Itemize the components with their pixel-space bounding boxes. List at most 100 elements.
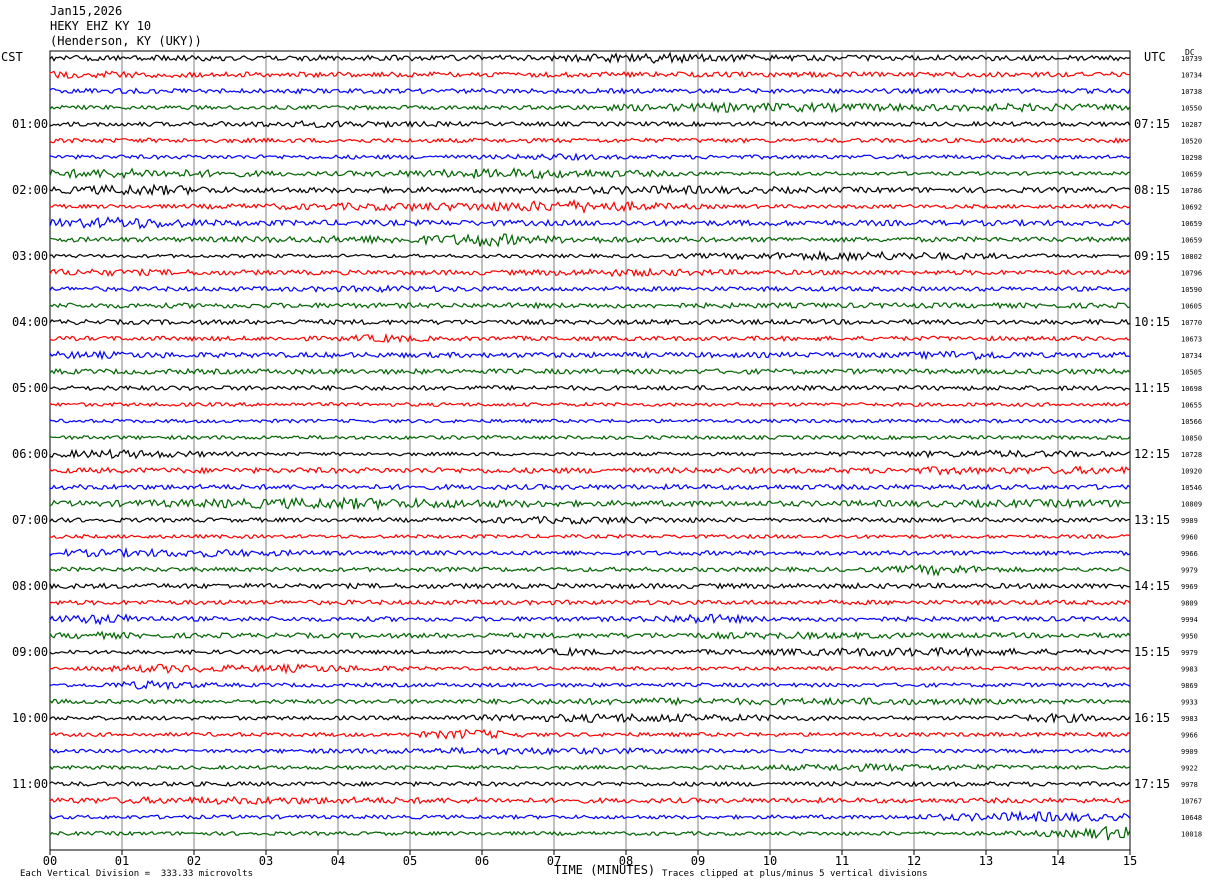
trace-line	[49, 367, 1131, 376]
cst-axis-label: CST	[1, 50, 23, 64]
trace-line	[49, 87, 1131, 95]
trace-line	[49, 119, 1131, 129]
dc-offset-label: 9950	[1181, 633, 1198, 641]
trace-line	[49, 582, 1131, 590]
trace-line	[49, 696, 1131, 707]
dc-offset-label: 10673	[1181, 336, 1202, 344]
clip-note: Traces clipped at plus/minus 5 vertical …	[662, 869, 928, 879]
trace-line	[49, 613, 1131, 626]
trace-line	[49, 599, 1131, 607]
trace-line	[49, 349, 1131, 361]
x-tick-label: 05	[403, 854, 417, 868]
trace-line	[49, 216, 1131, 230]
trace-line	[49, 384, 1131, 392]
dc-offset-label: 9978	[1181, 781, 1198, 789]
dc-offset-label: 10692	[1181, 204, 1202, 212]
dc-offset-label: 10809	[1181, 501, 1202, 509]
dc-offset-label: 10734	[1181, 72, 1202, 80]
utc-time-label: 10:15	[1134, 315, 1170, 329]
trace-line	[49, 483, 1131, 491]
dc-offset-label: 10850	[1181, 435, 1202, 443]
utc-time-label: 15:15	[1134, 645, 1170, 659]
trace-line	[49, 712, 1131, 724]
station-label: HEKY EHZ KY 10	[50, 19, 152, 33]
trace-line	[49, 662, 1131, 675]
trace-line	[49, 810, 1131, 823]
trace-line	[49, 679, 1131, 691]
dc-offset-label: 10648	[1181, 814, 1202, 822]
trace-line	[49, 284, 1131, 294]
trace-line	[49, 780, 1131, 788]
dc-offset-label: 9966	[1181, 732, 1198, 740]
dc-offset-label: 10739	[1181, 55, 1202, 63]
trace-line	[49, 728, 1131, 740]
dc-offset-label: 9983	[1181, 715, 1198, 723]
x-tick-label: 09	[691, 854, 705, 868]
dc-offset-label: 9960	[1181, 534, 1198, 542]
dc-offset-label: 9869	[1181, 682, 1198, 690]
cst-time-label: 08:00	[12, 579, 48, 593]
dc-offset-label: 10566	[1181, 418, 1202, 426]
trace-line	[49, 496, 1131, 512]
trace-line	[49, 101, 1131, 114]
dc-offset-label: 10738	[1181, 88, 1202, 96]
dc-offset-label: 10520	[1181, 138, 1202, 146]
cst-time-label: 06:00	[12, 447, 48, 461]
location-label: (Henderson, KY (UKY))	[50, 34, 202, 48]
division-note: Each Vertical Division = 333.33 microvol…	[20, 869, 253, 879]
cst-time-label: 09:00	[12, 645, 48, 659]
x-tick-label: 07	[547, 854, 561, 868]
dc-offset-label: 9979	[1181, 567, 1198, 575]
utc-time-label: 12:15	[1134, 447, 1170, 461]
dc-offset-label: 10767	[1181, 798, 1202, 806]
trace-line	[49, 825, 1131, 841]
trace-line	[49, 434, 1131, 441]
trace-line	[49, 183, 1131, 197]
utc-time-label: 09:15	[1134, 249, 1170, 263]
x-tick-label: 11	[835, 854, 849, 868]
trace-line	[49, 137, 1131, 144]
dc-offset-label: 10796	[1181, 270, 1202, 278]
trace-line	[49, 70, 1131, 79]
dc-offset-label: 9989	[1181, 517, 1198, 525]
trace-line	[49, 332, 1131, 344]
dc-offset-label: 10802	[1181, 253, 1202, 261]
cst-time-label: 10:00	[12, 711, 48, 725]
x-tick-label: 02	[187, 854, 201, 868]
x-tick-label: 12	[907, 854, 921, 868]
trace-line	[49, 152, 1131, 162]
trace-line	[49, 515, 1131, 526]
dc-offset-label: 10655	[1181, 402, 1202, 410]
dc-offset-label: 10770	[1181, 319, 1202, 327]
x-tick-label: 08	[619, 854, 633, 868]
trace-line	[49, 533, 1131, 540]
x-tick-label: 10	[763, 854, 777, 868]
x-tick-label: 06	[475, 854, 489, 868]
trace-line	[49, 448, 1131, 460]
trace-line	[49, 746, 1131, 756]
x-tick-label: 04	[331, 854, 345, 868]
x-tick-label: 13	[979, 854, 993, 868]
dc-offset-label: 10920	[1181, 468, 1202, 476]
utc-time-label: 11:15	[1134, 381, 1170, 395]
dc-offset-label: 10590	[1181, 286, 1202, 294]
dc-offset-label: 10550	[1181, 105, 1202, 113]
x-tick-label: 03	[259, 854, 273, 868]
trace-line	[49, 249, 1131, 263]
dc-offset-label: 10659	[1181, 220, 1202, 228]
dc-offset-label: 9994	[1181, 616, 1198, 624]
dc-offset-label: 10728	[1181, 451, 1202, 459]
trace-line	[49, 198, 1131, 215]
x-axis-title: TIME (MINUTES)	[554, 863, 656, 877]
x-tick-label: 15	[1123, 854, 1137, 868]
plot-frame	[49, 50, 1131, 851]
trace-line	[49, 51, 1131, 65]
trace-line	[49, 546, 1131, 559]
cst-time-label: 07:00	[12, 513, 48, 527]
dc-offset-label: 10018	[1181, 831, 1202, 839]
trace-line	[49, 167, 1131, 180]
cst-time-label: 03:00	[12, 249, 48, 263]
trace-line	[49, 401, 1131, 408]
dc-offset-label: 10698	[1181, 385, 1202, 393]
